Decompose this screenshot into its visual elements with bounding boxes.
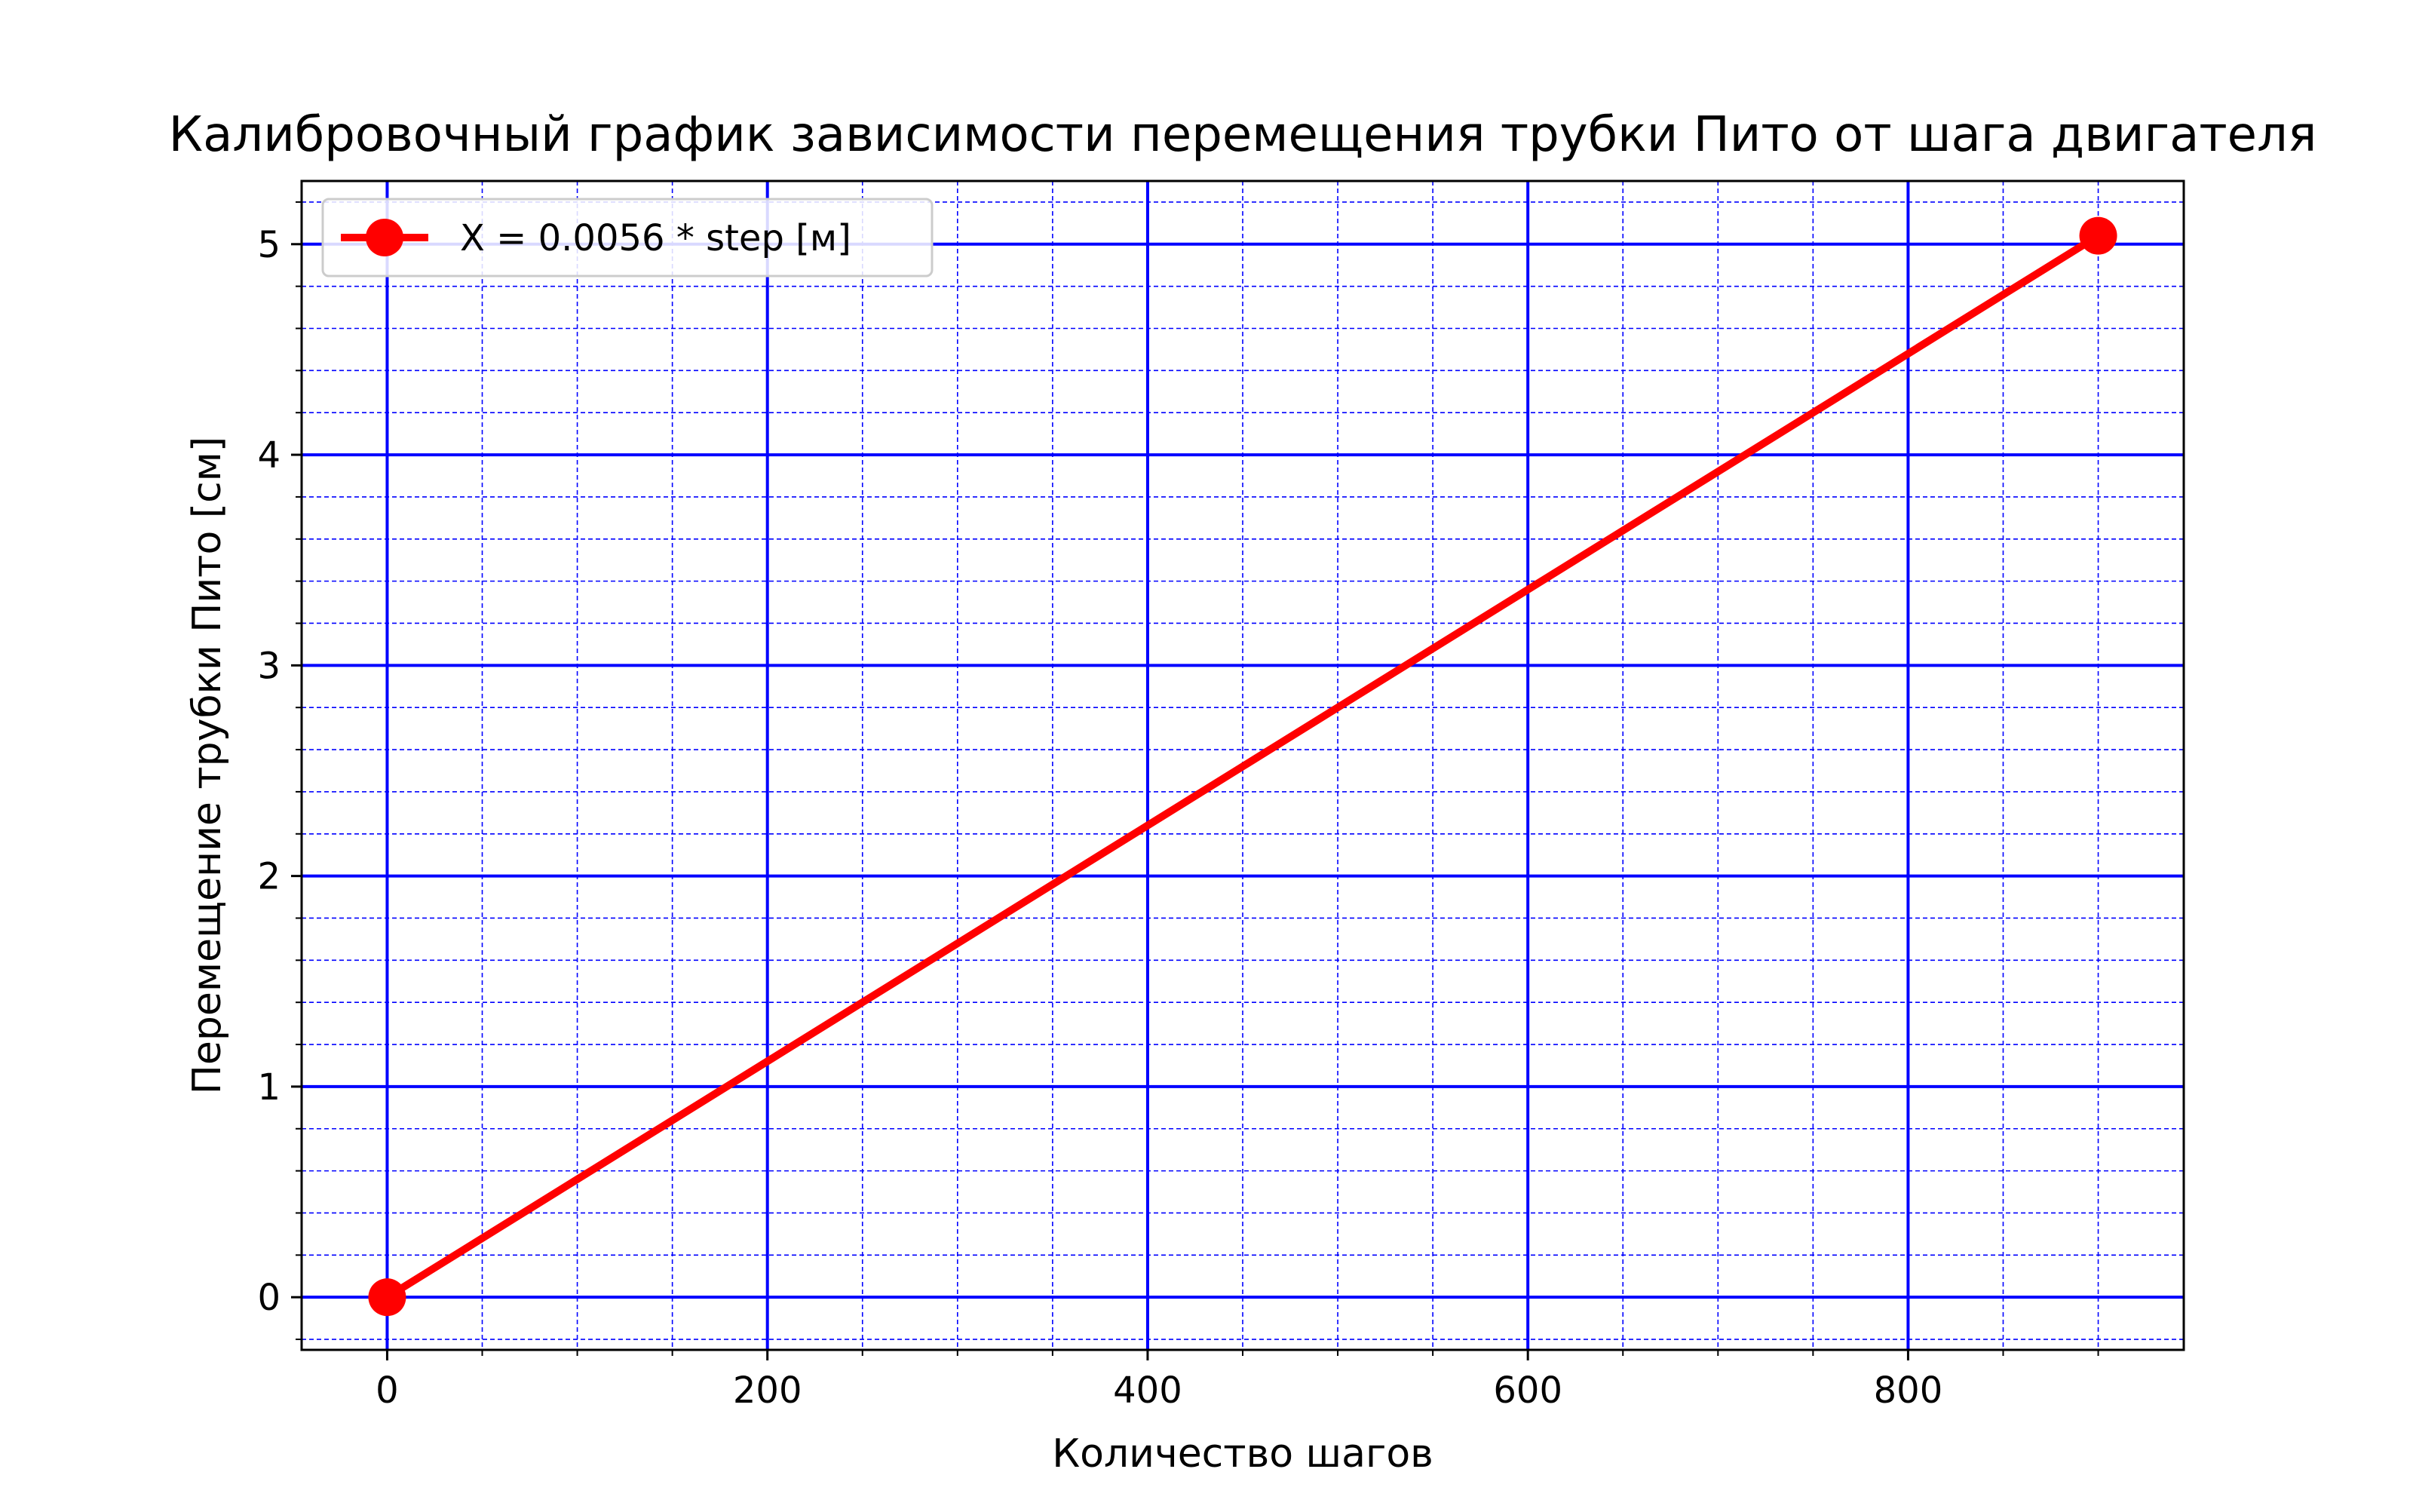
x-tick-label: 200 xyxy=(733,1369,802,1412)
minor-grid xyxy=(302,181,2184,1350)
y-axis-ticks: 0 1 2 3 4 5 xyxy=(257,201,302,1341)
legend-marker-sample xyxy=(366,219,403,256)
y-tick-label: 4 xyxy=(257,434,281,477)
y-tick-label: 2 xyxy=(257,856,281,898)
series-line xyxy=(383,232,2102,1302)
x-tick-label: 0 xyxy=(376,1369,399,1412)
legend-label: X = 0.0056 * step [м] xyxy=(460,217,851,259)
y-tick-label: 1 xyxy=(257,1066,281,1109)
chart-title: Калибровочный график зависимости перемещ… xyxy=(169,107,2317,163)
x-tick-label: 400 xyxy=(1113,1369,1182,1412)
x-tick-label: 800 xyxy=(1874,1369,1943,1412)
y-tick-label: 5 xyxy=(257,224,281,266)
series-layer xyxy=(368,216,2117,1317)
y-tick-label: 3 xyxy=(257,645,281,687)
major-grid xyxy=(302,181,2184,1350)
x-axis-label: Количество шагов xyxy=(1052,1431,1433,1477)
legend: X = 0.0056 * step [м] xyxy=(321,198,934,278)
legend-box xyxy=(321,198,934,278)
y-tick-label: 0 xyxy=(257,1277,281,1319)
y-axis-label: Перемещение трубки Пито [см] xyxy=(185,437,230,1094)
x-tick-label: 600 xyxy=(1493,1369,1562,1412)
data-point-marker xyxy=(2079,216,2117,255)
x-axis-ticks: 0 200 400 600 800 xyxy=(376,1350,2099,1412)
data-point-marker xyxy=(368,1278,406,1317)
